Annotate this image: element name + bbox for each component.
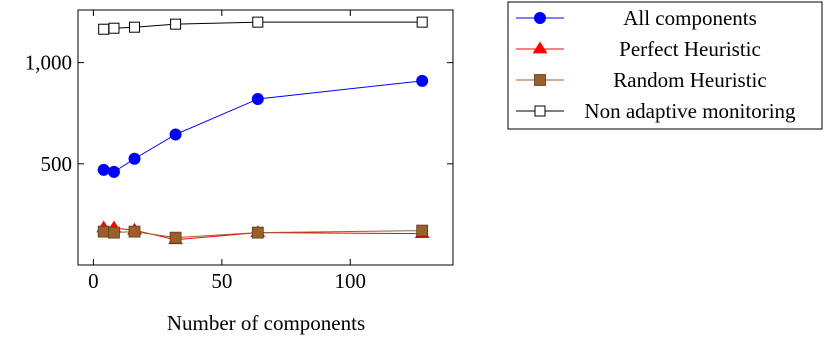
- x-tick-label: 0: [88, 269, 99, 293]
- legend-entry: All components: [516, 6, 757, 30]
- data-point: [97, 225, 110, 238]
- plot-area: [77, 9, 454, 266]
- x-tick-label: 50: [211, 269, 232, 293]
- axis-ticks: [78, 10, 453, 265]
- legend-entry: Perfect Heuristic: [516, 37, 761, 61]
- data-point: [416, 224, 429, 237]
- x-axis-label: Number of components: [167, 311, 365, 335]
- legend-label: All components: [623, 6, 757, 30]
- y-tick-label: 500: [41, 152, 73, 176]
- data-point: [169, 231, 182, 244]
- legend-marker: [534, 105, 546, 117]
- legend-marker: [534, 12, 546, 24]
- series-line: [103, 80, 423, 173]
- legend-entry: Random Heuristic: [516, 68, 767, 92]
- data-point: [416, 16, 428, 28]
- legend-box: [507, 1, 823, 130]
- legend-label: Non adaptive monitoring: [584, 99, 796, 123]
- data-point: [251, 93, 264, 106]
- legend-entry: Non adaptive monitoring: [516, 99, 796, 123]
- legend-marker: [532, 41, 548, 54]
- data-point: [170, 18, 182, 30]
- data-point: [252, 16, 264, 28]
- series-non-adaptive-monitoring: [98, 16, 428, 35]
- y-tick-label: 1,000: [25, 51, 72, 75]
- data-point: [108, 22, 120, 34]
- data-point: [128, 225, 141, 238]
- data-point: [416, 74, 429, 87]
- data-point: [251, 226, 264, 239]
- series-layer: [96, 16, 430, 245]
- data-point: [128, 152, 141, 165]
- series-random-heuristic: [97, 224, 429, 244]
- data-point: [97, 163, 110, 176]
- legend-label: Perfect Heuristic: [619, 37, 761, 61]
- legend: All components Perfect Heuristic Random He…: [507, 1, 823, 130]
- data-point: [98, 23, 110, 35]
- x-tick-label: 100: [335, 269, 367, 293]
- legend-entries: All components Perfect Heuristic Random He…: [516, 6, 796, 123]
- data-point: [169, 128, 182, 141]
- data-point: [108, 226, 120, 239]
- legend-marker: [534, 74, 546, 86]
- x-tick-labels: 0 50 100: [88, 269, 366, 293]
- series-all-components: [97, 74, 429, 178]
- y-tick-labels: 500 1,000: [25, 51, 72, 176]
- plot-frame: [77, 9, 454, 266]
- legend-label: Random Heuristic: [613, 68, 766, 92]
- data-point: [129, 21, 141, 33]
- data-point: [107, 165, 120, 178]
